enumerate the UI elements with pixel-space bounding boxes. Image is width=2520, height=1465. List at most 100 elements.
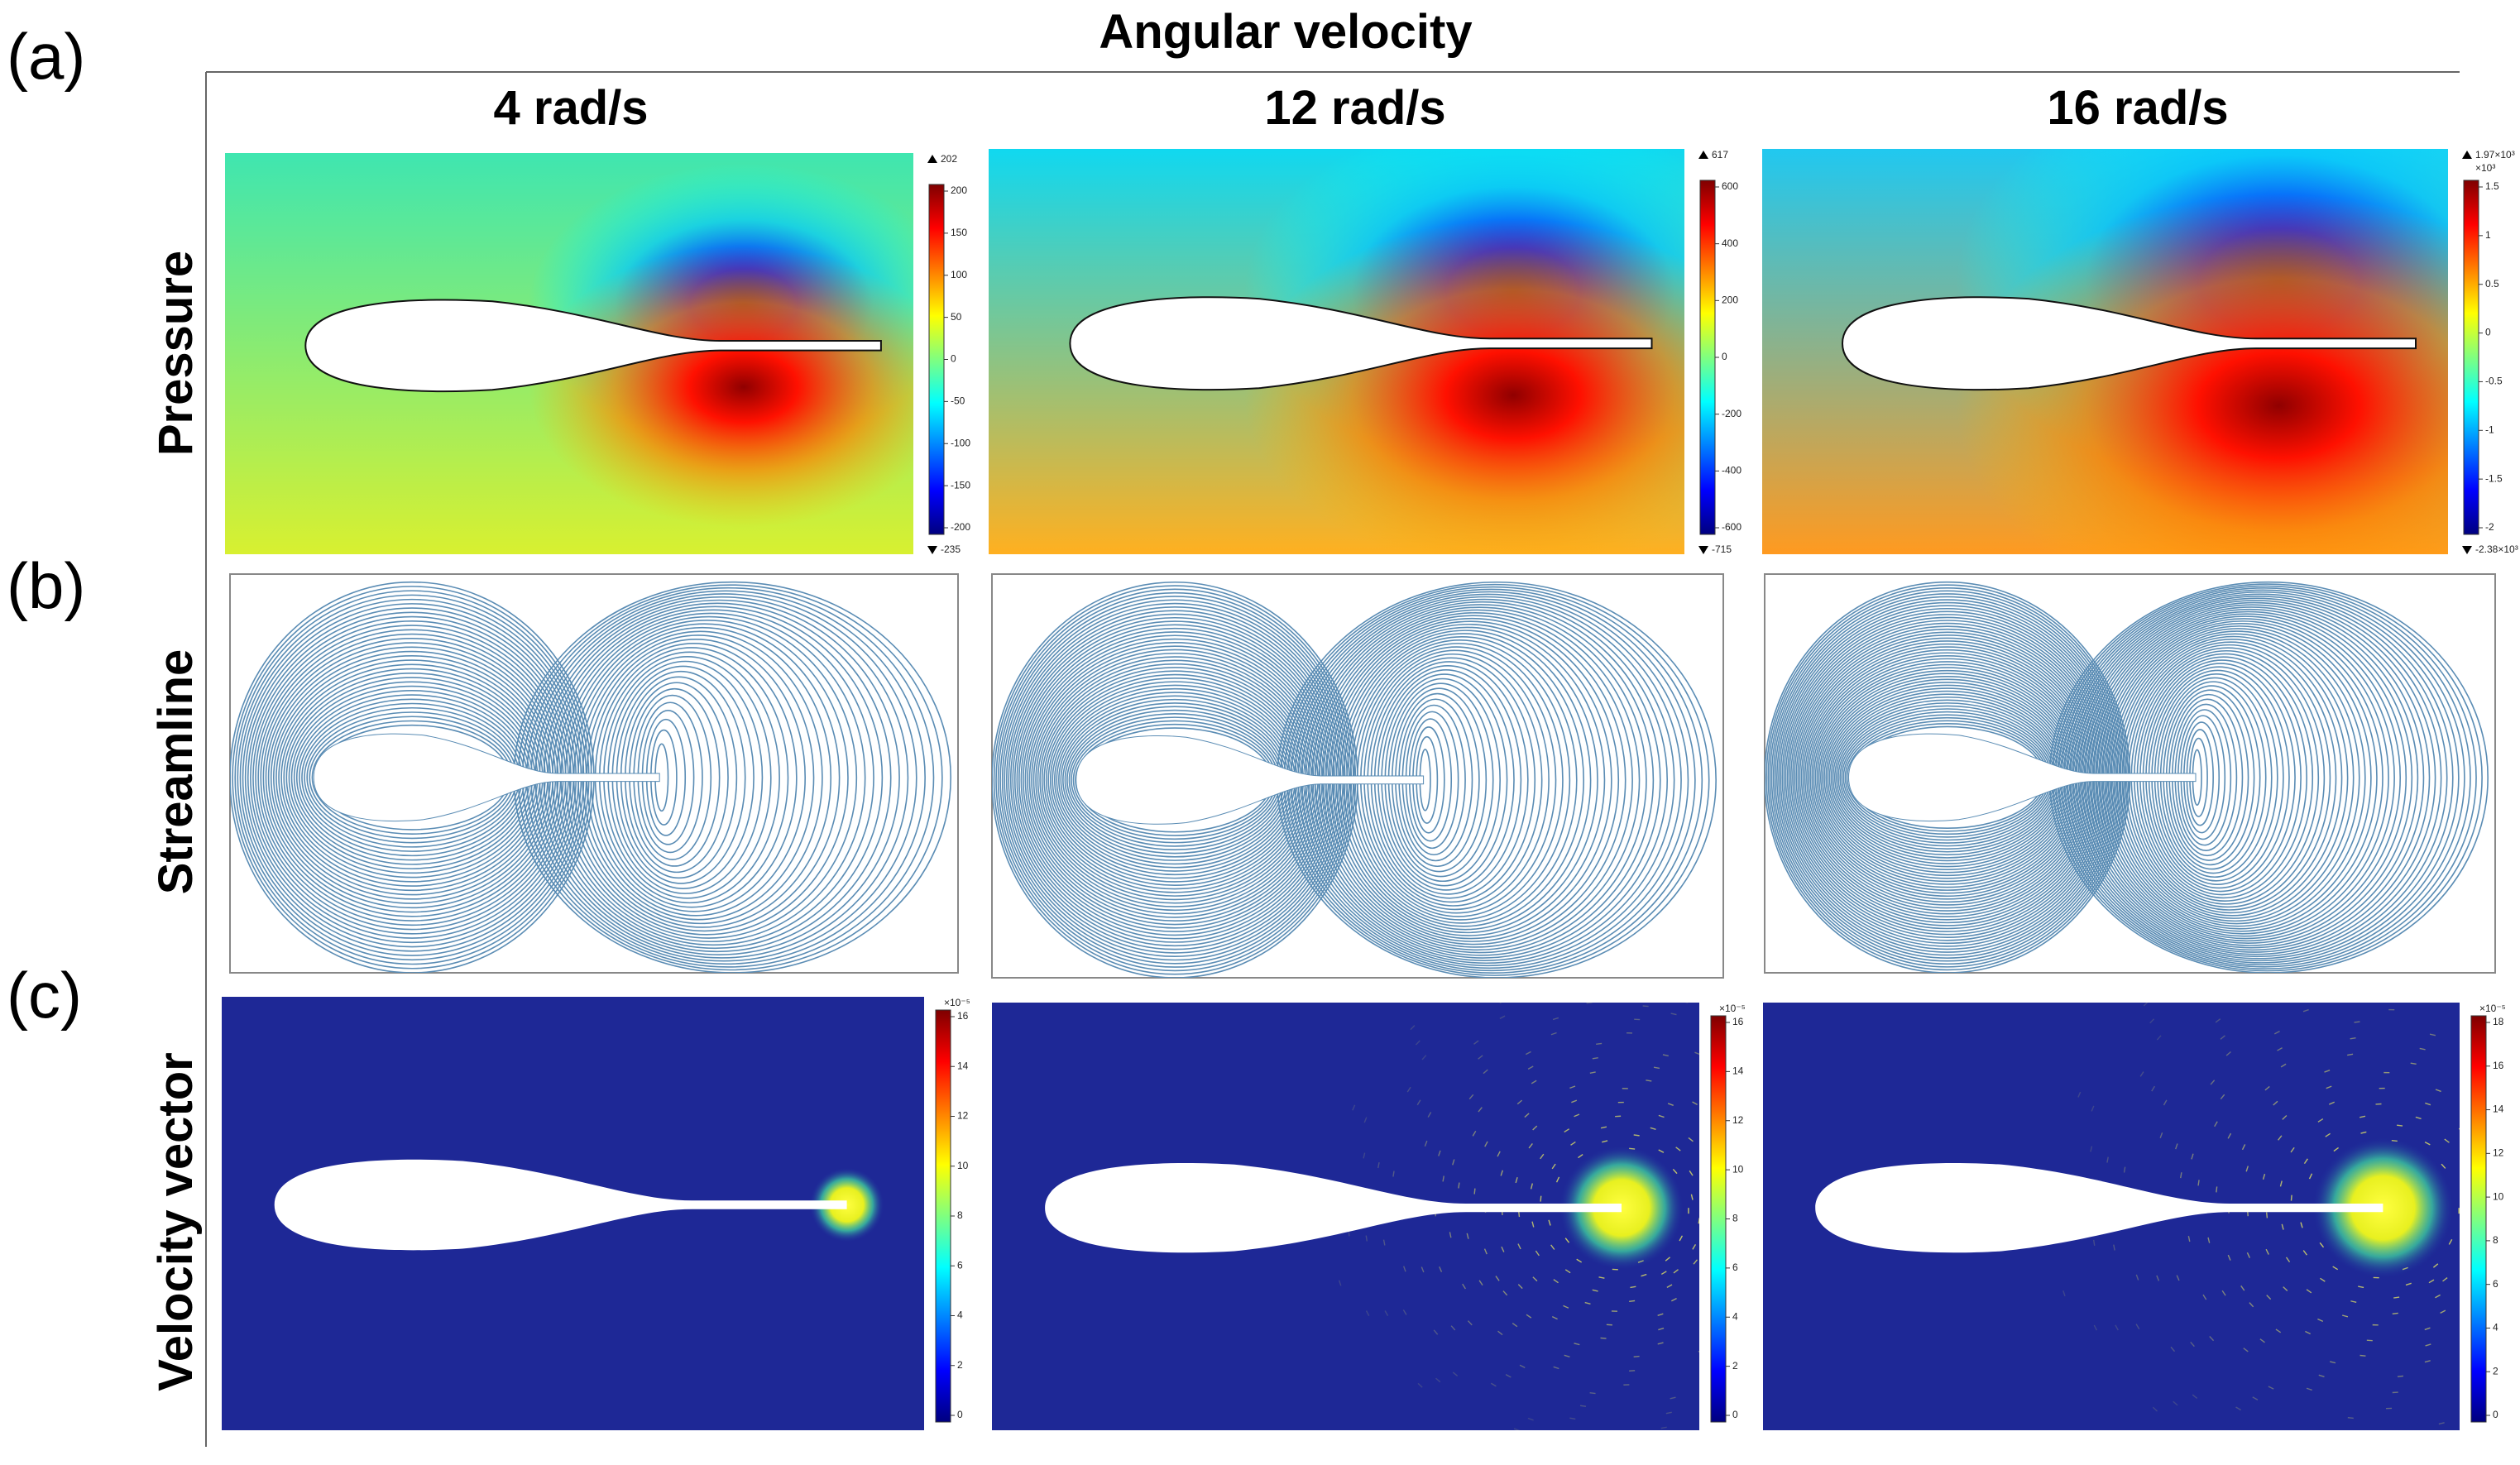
colorbar — [2470, 1015, 2487, 1423]
velocity-arrow — [1564, 1269, 1571, 1274]
velocity-arrow — [2265, 1248, 2269, 1255]
velocity-arrow — [1365, 1235, 1368, 1242]
row-tag: (c) — [7, 959, 82, 1032]
velocity-arrow — [2464, 1249, 2467, 1254]
velocity-arrow — [2090, 1146, 2093, 1152]
velocity-arrow — [1499, 1015, 1506, 1020]
velocity-arrow — [1528, 1143, 1533, 1149]
velocity-arrow — [2320, 1277, 2326, 1282]
velocity-arrow — [2190, 1341, 2195, 1348]
velocity-arrow — [2488, 1292, 2492, 1296]
row-label: Streamline — [149, 649, 203, 895]
velocity-arrow — [1576, 1258, 1583, 1263]
velocity-arrow — [2210, 1080, 2216, 1085]
velocity-arrow — [1629, 1300, 1636, 1302]
velocity-arrow — [2275, 1329, 2282, 1333]
velocity-arrow — [2440, 1309, 2446, 1314]
velocity-arrow — [1420, 1266, 1425, 1273]
velocity-arrow — [2285, 1257, 2291, 1263]
column-header: 16 rad/s — [2047, 81, 2228, 135]
velocity-arrow — [2435, 1294, 2441, 1299]
colorbar-tick-label: 4 — [1732, 1310, 1738, 1322]
velocity-arrow — [2216, 1186, 2218, 1193]
colorbar-tick-label: 8 — [2493, 1234, 2498, 1246]
colorbar-tick-label: -1 — [2485, 424, 2494, 435]
velocity-arrow — [2305, 1330, 2311, 1335]
velocity-arrow — [2221, 1290, 2226, 1296]
colorbar-tick-label: 0 — [2485, 327, 2491, 338]
colorbar-tick-label: -600 — [1722, 521, 1741, 533]
colorbar-exponent: ×10³ — [2475, 162, 2495, 174]
column-header: 12 rad/s — [1264, 81, 1445, 135]
velocity-arrow — [2499, 1124, 2503, 1128]
velocity-arrow — [2156, 1275, 2160, 1281]
colorbar-tick-label: 200 — [951, 184, 967, 196]
row-label: Pressure — [149, 251, 203, 456]
velocity-arrow — [2329, 1101, 2336, 1105]
colorbar-tick-label: 2 — [2493, 1365, 2498, 1376]
velocity-arrow — [1552, 1017, 1559, 1021]
colorbar — [928, 184, 945, 535]
colorbar-tick-label: 10 — [957, 1160, 969, 1171]
velocity-arrow — [2424, 1327, 2431, 1331]
velocity-arrow — [2209, 1336, 2215, 1342]
colorbar-tick-label: 0 — [957, 1409, 963, 1420]
velocity-arrow — [1642, 1005, 1649, 1008]
velocity-arrow — [1478, 1280, 1483, 1286]
velocity-arrow — [1578, 1153, 1583, 1159]
velocity-arrow — [1658, 1327, 1665, 1331]
velocity-arrow — [2187, 1236, 2191, 1242]
velocity-arrow — [1382, 1239, 1386, 1246]
velocity-arrow — [2214, 1121, 2218, 1127]
velocity-arrow — [1682, 1001, 1688, 1003]
velocity-arrow — [1442, 1175, 1444, 1182]
colorbar-tick-label: 150 — [951, 227, 967, 238]
velocity-arrow — [2220, 1035, 2225, 1040]
velocity-arrow — [1650, 1127, 1656, 1130]
velocity-arrow — [2246, 1252, 2250, 1258]
velocity-arrow — [1756, 1123, 1760, 1127]
velocity-arrow — [1751, 1377, 1756, 1381]
velocity-arrow — [1363, 1152, 1366, 1159]
velocity-arrow — [1598, 1276, 1605, 1279]
velocity-arrow — [1753, 1392, 1758, 1396]
column-header: 4 rad/s — [494, 81, 649, 135]
velocity-arrow — [1524, 1113, 1530, 1118]
min-marker — [2462, 546, 2472, 554]
velocity-arrow — [1535, 1250, 1540, 1257]
velocity-arrow — [2243, 1348, 2249, 1352]
velocity-arrow — [2325, 1132, 2331, 1137]
row-tag: (b) — [7, 549, 85, 622]
velocity-arrow — [2207, 1237, 2211, 1243]
velocity-arrow — [1660, 1271, 1667, 1276]
velocity-arrow — [1564, 1354, 1570, 1357]
colorbar-tick-label: -1.5 — [2485, 472, 2503, 484]
colorbar-tick-label: -150 — [951, 479, 970, 491]
velocity-arrow — [1602, 1140, 1608, 1143]
velocity-arrow — [1646, 1080, 1652, 1082]
velocity-arrow — [1720, 1432, 1726, 1434]
colorbar-tick-label: 6 — [2493, 1278, 2498, 1290]
velocity-arrow — [2492, 1345, 2497, 1348]
velocity-arrow — [2249, 1302, 2254, 1308]
velocity-arrow — [2517, 1166, 2518, 1171]
velocity-arrow — [1415, 1040, 1420, 1046]
velocity-arrow — [2093, 1324, 2098, 1331]
velocity-arrow — [2452, 974, 2458, 975]
velocity-arrow — [1551, 1163, 1556, 1170]
velocity-arrow — [2317, 1118, 2324, 1123]
velocity-arrow — [1665, 1411, 1672, 1415]
velocity-arrow — [1589, 1071, 1596, 1075]
colorbar-tick-label: 6 — [1732, 1262, 1738, 1273]
colorbar-tick-label: 16 — [1732, 1016, 1744, 1027]
velocity-arrow — [1540, 1153, 1545, 1160]
velocity-arrow — [2106, 1156, 2109, 1163]
velocity-arrow — [2262, 1173, 2266, 1180]
velocity-arrow — [2424, 1141, 2431, 1146]
velocity-arrow — [1735, 1245, 1737, 1251]
velocity-arrow — [2513, 1250, 2515, 1256]
velocity-arrow — [2439, 988, 2445, 989]
velocity-arrow — [2279, 1180, 2283, 1187]
velocity-arrow — [2308, 1173, 2313, 1180]
velocity-arrow — [2283, 1286, 2288, 1291]
